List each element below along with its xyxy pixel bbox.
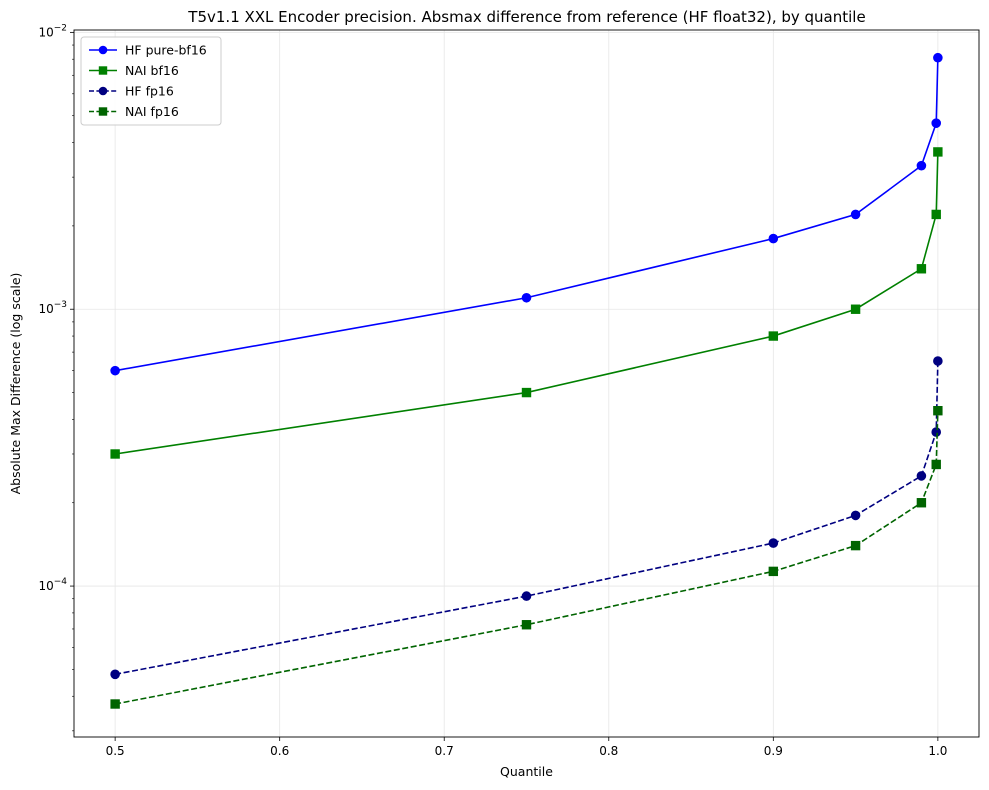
legend-item: NAI fp16 (89, 104, 179, 119)
legend-item: HF pure-bf16 (89, 43, 207, 58)
data-point (931, 209, 941, 220)
data-point (850, 510, 861, 521)
data-point (916, 498, 927, 508)
x-tick-label: 1.0 (928, 744, 947, 758)
series-2 (110, 147, 943, 459)
legend-swatch-marker (98, 45, 108, 55)
legend-label: NAI fp16 (125, 104, 179, 119)
data-point (933, 406, 943, 416)
data-point (768, 538, 779, 548)
axis-ticks: 0.5 0.6 0.7 0.8 0.9 1.0 10−4 10−3 10−2 (38, 23, 947, 758)
data-point (916, 264, 927, 274)
data-point (916, 160, 927, 171)
x-tick-label: 0.5 (106, 744, 125, 758)
data-point (931, 118, 942, 128)
x-axis-label: Quantile (500, 764, 553, 779)
data-point (916, 471, 927, 481)
legend-swatch-marker (98, 66, 108, 75)
series-1 (110, 52, 943, 376)
y-tick-label: 10−2 (38, 23, 67, 39)
data-point (521, 292, 532, 303)
data-point (110, 669, 120, 680)
series-4 (110, 406, 943, 709)
x-tick-label: 0.6 (270, 744, 289, 758)
data-point (521, 591, 532, 601)
y-axis-label: Absolute Max Difference (log scale) (8, 273, 23, 495)
legend-swatch-marker (98, 86, 108, 96)
series-layer (110, 52, 943, 709)
legend-box (80, 36, 222, 126)
data-point (850, 540, 861, 551)
data-point (850, 304, 861, 314)
chart-title: T5v1.1 XXL Encoder precision. Absmax dif… (187, 8, 865, 26)
data-point (933, 147, 943, 157)
data-point (521, 620, 532, 630)
data-point (933, 52, 943, 63)
legend-item: NAI bf16 (89, 63, 179, 78)
data-point (110, 699, 120, 709)
x-tick-label: 0.9 (764, 744, 783, 758)
data-point (931, 459, 941, 470)
legend-label: HF pure-bf16 (125, 43, 207, 58)
legend-label: NAI bf16 (125, 63, 179, 78)
y-tick-label: 10−3 (38, 300, 67, 316)
data-point (110, 365, 120, 376)
plot-frame (73, 29, 980, 738)
legend-label: HF fp16 (125, 84, 174, 99)
data-point (850, 209, 861, 220)
data-point (933, 356, 943, 366)
legend-item: HF fp16 (89, 84, 174, 99)
series-3 (110, 356, 943, 680)
data-point (768, 331, 779, 341)
legend-swatch-marker (98, 107, 108, 116)
x-tick-label: 0.8 (599, 744, 618, 758)
data-point (768, 566, 779, 577)
data-point (521, 387, 532, 398)
legend: HF pure-bf16 NAI bf16 HF fp16 NAI fp16 (80, 36, 222, 126)
data-point (110, 449, 120, 459)
data-point (931, 427, 942, 437)
x-tick-label: 0.7 (435, 744, 454, 758)
y-tick-label: 10−4 (38, 577, 67, 593)
data-point (768, 233, 779, 244)
